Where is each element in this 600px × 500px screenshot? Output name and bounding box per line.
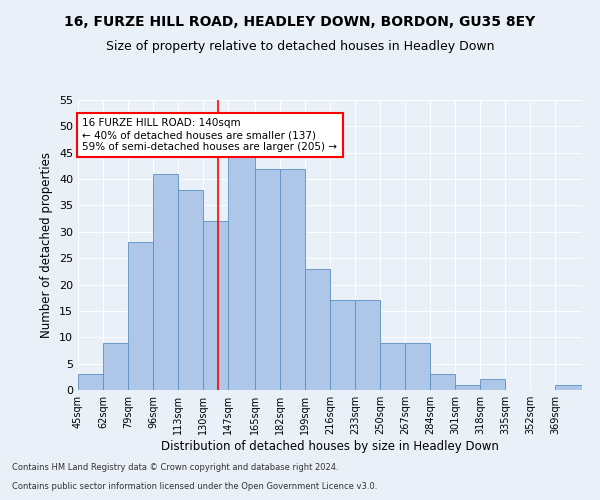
Bar xyxy=(330,300,355,390)
Text: 16 FURZE HILL ROAD: 140sqm
← 40% of detached houses are smaller (137)
59% of sem: 16 FURZE HILL ROAD: 140sqm ← 40% of deta… xyxy=(82,118,337,152)
Text: 16, FURZE HILL ROAD, HEADLEY DOWN, BORDON, GU35 8EY: 16, FURZE HILL ROAD, HEADLEY DOWN, BORDO… xyxy=(64,15,536,29)
Bar xyxy=(556,384,582,390)
Bar xyxy=(405,342,430,390)
Bar xyxy=(430,374,455,390)
Bar xyxy=(380,342,405,390)
Bar xyxy=(178,190,203,390)
Bar xyxy=(255,168,280,390)
Bar xyxy=(305,268,330,390)
Text: Contains HM Land Registry data © Crown copyright and database right 2024.: Contains HM Land Registry data © Crown c… xyxy=(12,464,338,472)
X-axis label: Distribution of detached houses by size in Headley Down: Distribution of detached houses by size … xyxy=(161,440,499,453)
Text: Size of property relative to detached houses in Headley Down: Size of property relative to detached ho… xyxy=(106,40,494,53)
Bar xyxy=(355,300,380,390)
Y-axis label: Number of detached properties: Number of detached properties xyxy=(40,152,53,338)
Bar xyxy=(128,242,153,390)
Bar xyxy=(203,222,229,390)
Bar xyxy=(455,384,481,390)
Bar xyxy=(229,148,255,390)
Bar xyxy=(103,342,128,390)
Bar xyxy=(481,380,505,390)
Bar xyxy=(78,374,103,390)
Bar xyxy=(153,174,178,390)
Bar xyxy=(280,168,305,390)
Text: Contains public sector information licensed under the Open Government Licence v3: Contains public sector information licen… xyxy=(12,482,377,491)
